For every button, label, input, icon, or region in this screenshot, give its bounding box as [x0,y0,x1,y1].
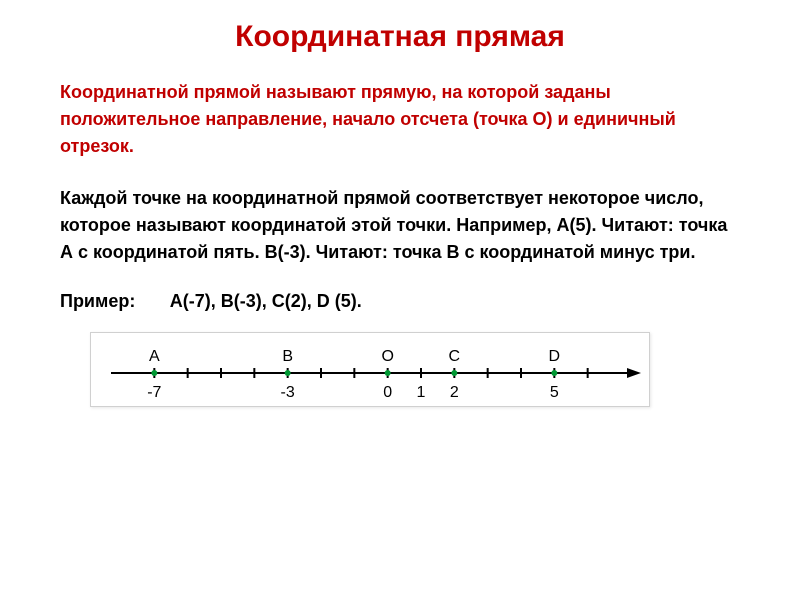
svg-text:C: C [449,348,461,365]
number-line-svg: -7 -3 0 1 2 5 A B O C D [91,333,651,408]
explanation-text: Каждой точке на координатной прямой соот… [60,185,740,266]
definition-text: Координатной прямой называют прямую, на … [60,79,740,160]
page-title: Координатная прямая [60,20,740,54]
svg-text:-7: -7 [147,384,161,401]
svg-text:O: O [381,348,393,365]
svg-text:-3: -3 [281,384,295,401]
svg-text:1: 1 [417,384,426,401]
svg-text:2: 2 [450,384,459,401]
example-points: A(-7), B(-3), C(2), D (5). [170,291,362,311]
svg-text:0: 0 [383,384,392,401]
number-line-diagram: -7 -3 0 1 2 5 A B O C D [90,332,650,407]
svg-text:A: A [149,348,160,365]
svg-text:5: 5 [550,384,559,401]
svg-text:B: B [282,348,293,365]
example-row: Пример: A(-7), B(-3), C(2), D (5). [60,291,740,312]
svg-text:D: D [549,348,561,365]
example-label: Пример: [60,291,135,311]
